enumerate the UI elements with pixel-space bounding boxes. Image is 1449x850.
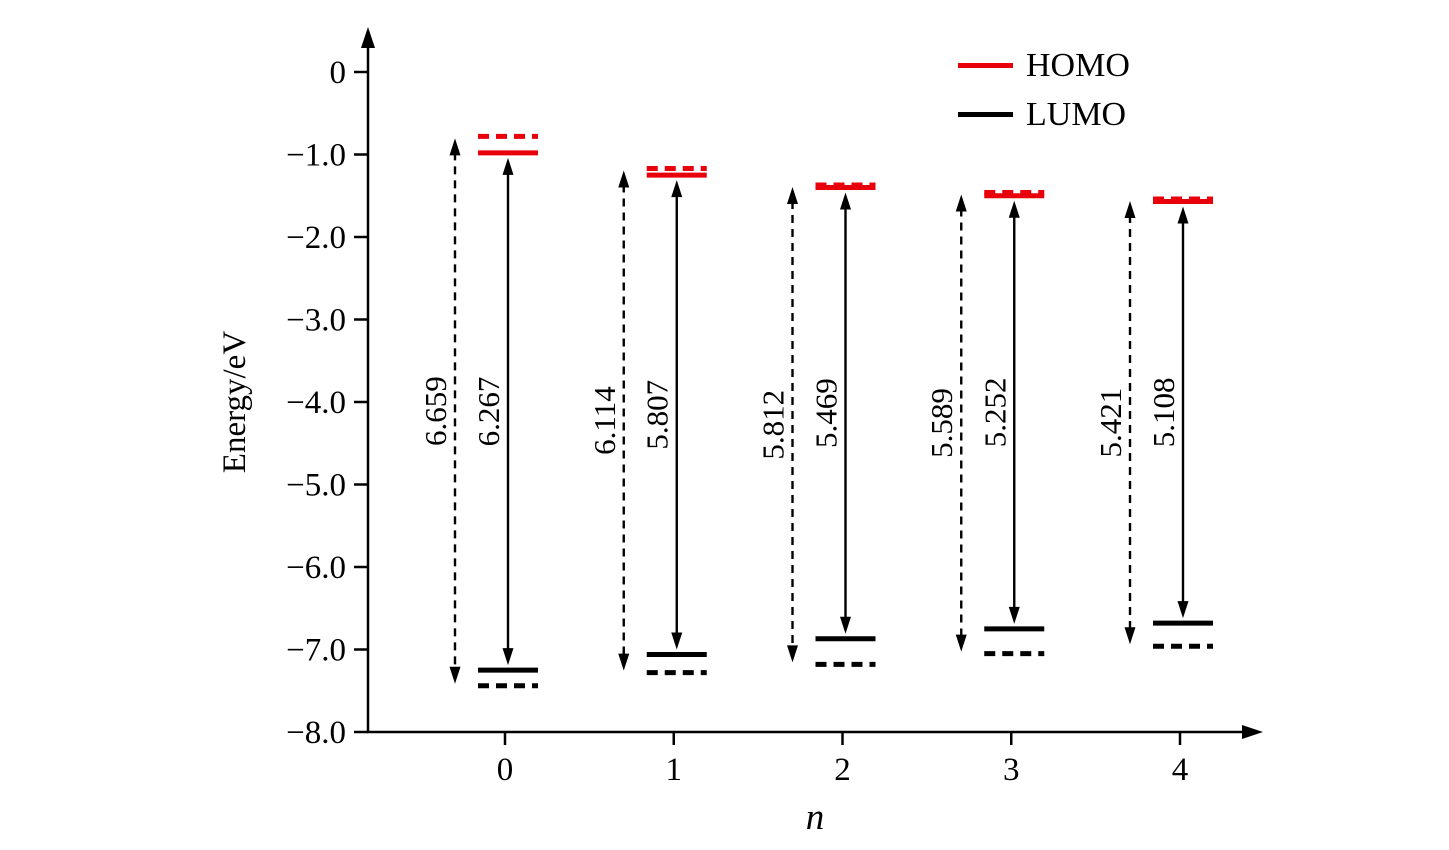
y-tick-label: 0 [330, 55, 347, 91]
y-tick-label: −1.0 [286, 138, 346, 174]
arrowhead-down [1177, 601, 1189, 619]
dashed-level-group-n1 [646, 166, 707, 676]
x-axis-arrowhead [1242, 725, 1263, 739]
solid-level-group-n3 [984, 193, 1045, 632]
solid-gap-arrow-n2: 5.469 [809, 192, 851, 634]
dashed-level-group-n0 [478, 133, 538, 689]
legend-label-homo: HOMO [1026, 46, 1130, 84]
dashed-level-group-n3 [984, 189, 1045, 657]
arrowhead-up [840, 192, 851, 210]
homo-line-swatch [958, 63, 1013, 68]
solid-gap-arrow-n4: 5.108 [1146, 206, 1189, 619]
arrowhead-down [840, 616, 851, 634]
solid-gap-arrow-n1: 5.807 [640, 180, 683, 650]
solid-level-group-n0 [478, 150, 538, 673]
solid-gap-arrow-n3: 5.252 [977, 200, 1020, 624]
arrowhead-up [1124, 201, 1136, 219]
arrowhead-up [1177, 206, 1189, 224]
dashed-gap-arrow-n1: 6.114 [587, 170, 630, 671]
arrowhead-down [618, 653, 630, 671]
arrowhead-down [449, 666, 461, 684]
y-tick-label: −2.0 [286, 220, 346, 256]
arrowhead-up [787, 187, 798, 205]
gap-value-label: 5.812 [756, 390, 791, 460]
gap-value-label: 5.807 [640, 380, 675, 450]
dashed-gap-arrow-n4: 5.421 [1093, 201, 1136, 645]
solid-gap-arrow-n0: 6.267 [471, 157, 514, 666]
legend-label-lumo: LUMO [1026, 95, 1127, 133]
y-axis-arrowhead [361, 27, 375, 48]
arrowhead-down [1008, 606, 1020, 624]
y-tick-label: −7.0 [286, 633, 346, 669]
y-tick-label: −8.0 [286, 715, 346, 751]
gap-value-label: 6.267 [471, 377, 506, 447]
x-tick-label: 0 [497, 752, 514, 788]
arrowhead-up [449, 138, 461, 156]
lumo-line-swatch [958, 112, 1013, 117]
arrowhead-down [787, 645, 798, 663]
y-tick-label: −5.0 [286, 468, 346, 504]
y-tick-label: −4.0 [286, 385, 346, 421]
x-axis-title: n [805, 797, 825, 838]
arrowhead-down [1124, 627, 1136, 645]
gap-value-label: 5.589 [924, 388, 959, 458]
arrowhead-up [1008, 200, 1020, 218]
gap-value-label: 5.252 [977, 377, 1012, 447]
gap-value-label: 6.114 [587, 386, 622, 455]
solid-level-group-n1 [646, 172, 707, 657]
legend: HOMO LUMO [958, 44, 1130, 136]
axes [354, 27, 1263, 745]
arrowhead-up [671, 180, 683, 198]
x-tick-label: 3 [1003, 752, 1020, 788]
x-tick-label: 1 [666, 752, 683, 788]
dashed-gap-arrow-n2: 5.812 [756, 187, 798, 663]
x-tick-label: 4 [1172, 752, 1189, 788]
arrowhead-up [955, 194, 967, 212]
legend-item-lumo: LUMO [958, 93, 1130, 136]
legend-item-homo: HOMO [958, 44, 1130, 87]
arrowhead-down [955, 634, 967, 652]
arrowhead-up [502, 157, 514, 175]
solid-level-group-n4 [1153, 199, 1213, 626]
x-tick-label: 2 [834, 752, 851, 788]
gap-value-label: 6.659 [418, 376, 453, 446]
dashed-gap-arrow-n0: 6.659 [418, 138, 461, 684]
arrowhead-up [618, 170, 630, 188]
gap-value-label: 5.108 [1146, 377, 1181, 447]
gap-value-label: 5.469 [809, 378, 844, 448]
arrowhead-down [671, 632, 683, 650]
solid-level-group-n2 [815, 185, 876, 642]
y-axis-title: Energy/eV [217, 330, 253, 474]
arrowhead-down [502, 648, 514, 666]
dashed-gap-arrow-n3: 5.589 [924, 194, 967, 652]
gap-value-label: 5.421 [1093, 388, 1128, 458]
y-tick-label: −3.0 [286, 303, 346, 339]
y-tick-label: −6.0 [286, 550, 346, 586]
